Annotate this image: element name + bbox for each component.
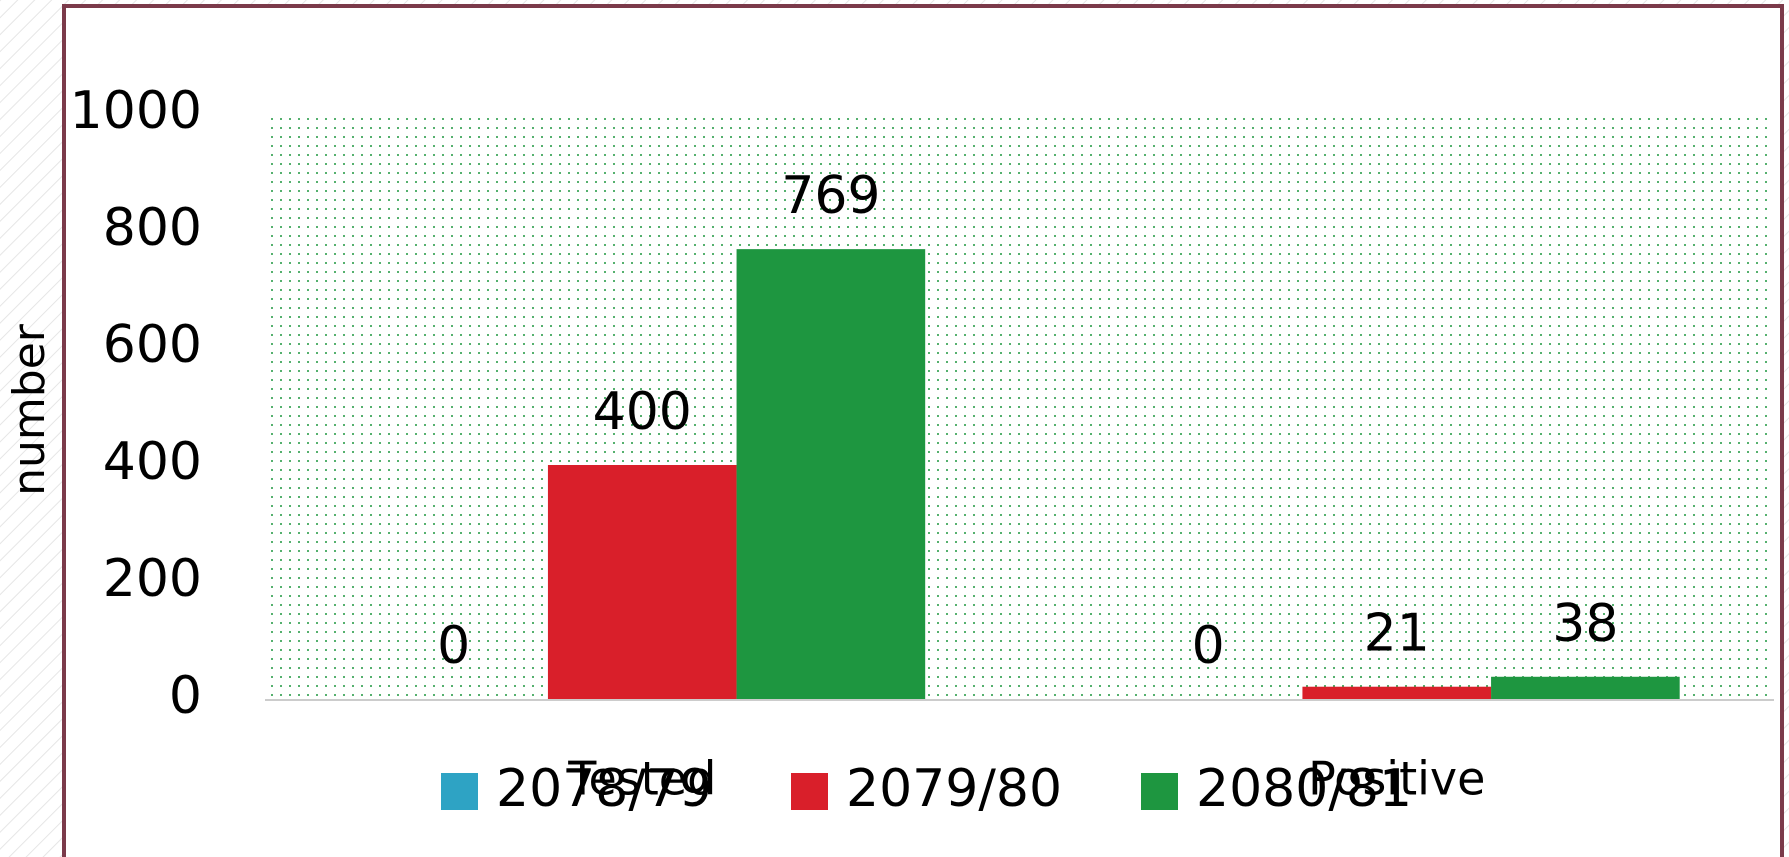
legend-swatch xyxy=(791,773,828,810)
legend-label: 2078/79 xyxy=(496,759,712,819)
data-label: 400 xyxy=(593,382,692,442)
y-axis-label: number xyxy=(4,323,55,496)
bar xyxy=(547,465,737,699)
data-label: 38 xyxy=(1552,594,1618,654)
legend-swatch xyxy=(1141,773,1178,810)
data-label: 769 xyxy=(781,166,880,226)
data-label: 21 xyxy=(1364,604,1430,664)
legend-label: 2080/81 xyxy=(1196,759,1412,819)
x-tick-label: Positive xyxy=(1308,752,1485,806)
data-label: 0 xyxy=(1192,616,1225,676)
y-tick-label: 0 xyxy=(169,666,202,726)
bar xyxy=(1302,686,1492,699)
y-tick-label: 200 xyxy=(103,549,202,609)
y-tick-label: 400 xyxy=(103,432,202,492)
y-tick-label: 1000 xyxy=(70,81,202,141)
bar xyxy=(1491,676,1680,699)
plot-area xyxy=(265,114,1774,699)
y-tick-label: 800 xyxy=(103,198,202,258)
legend-swatch xyxy=(441,773,478,810)
legend-label: 2079/80 xyxy=(846,759,1062,819)
x-tick-label: Tested xyxy=(567,752,716,806)
bar xyxy=(736,249,926,699)
y-tick-label: 600 xyxy=(103,315,202,375)
data-label: 0 xyxy=(437,616,470,676)
